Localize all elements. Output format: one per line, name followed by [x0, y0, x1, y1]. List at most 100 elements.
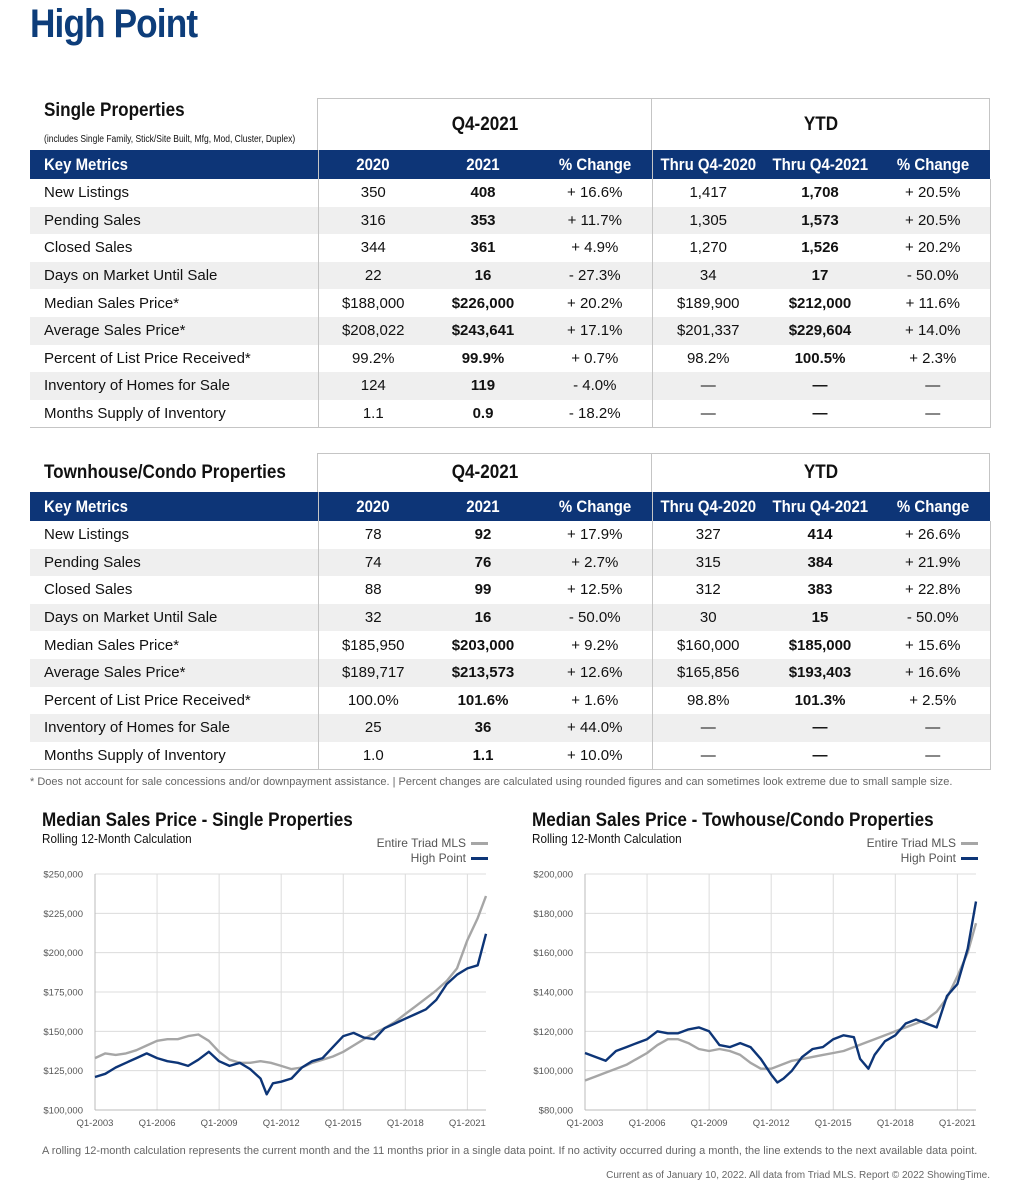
metric-value: - 27.3% — [538, 261, 652, 290]
metric-name: Months Supply of Inventory — [30, 399, 318, 428]
townhouse-properties-table: Key Metrics 2020 2021% Change Thru Q4-2020 T… — [30, 492, 991, 770]
column-header: Thru Q4-2021 — [764, 492, 876, 521]
metric-value: 32 — [317, 603, 428, 632]
metric-value: 99.2% — [317, 344, 428, 373]
metric-value: — — [764, 372, 876, 400]
metric-value: + 20.2% — [567, 294, 623, 312]
column-header: Thru Q4-2021 — [764, 150, 876, 179]
table-row: Closed Sales 344 361 + 4.9% 1,270 1,526 + 20.2… — [30, 234, 991, 262]
y-tick-label: $125,000 — [43, 1066, 83, 1077]
table-row: Pending Sales 316 353 + 11.7% 1,305 1,573 + 20… — [30, 206, 991, 235]
y-tick-label: $200,000 — [533, 870, 573, 881]
y-tick-label: $175,000 — [43, 988, 83, 999]
metric-name: Closed Sales — [44, 239, 133, 257]
page-title: High Point — [30, 2, 198, 46]
section-note: (includes Single Family, Stick/Site Buil… — [44, 134, 296, 145]
metric-value: + 11.6% — [876, 289, 991, 317]
metric-value: 315 — [651, 548, 764, 577]
metric-value: — — [764, 714, 876, 742]
metric-value: + 20.2% — [876, 234, 991, 262]
metric-value: + 21.9% — [876, 548, 991, 577]
column-header: Key Metrics — [30, 150, 318, 179]
single-properties-section: Single Properties (includes Single Famil… — [30, 98, 991, 428]
legend-item-triad: Entire Triad MLS — [867, 836, 978, 850]
metric-value: + 12.5% — [567, 581, 623, 599]
metric-value: 361 — [470, 239, 496, 257]
metric-value: 99.9% — [461, 349, 505, 367]
single-properties-header: Single Properties (includes Single Famil… — [30, 98, 990, 150]
metric-value: $201,337 — [651, 316, 764, 345]
metric-value: — — [876, 399, 991, 428]
legend-item-triad: Entire Triad MLS — [377, 836, 488, 850]
metric-value: 383 — [807, 581, 833, 599]
metric-value: + 11.7% — [538, 206, 652, 235]
townhouse-properties-header: Townhouse/Condo Properties Q4-2021 YTD — [30, 453, 990, 492]
chart-title: Median Sales Price - Towhouse/Condo Prop… — [532, 810, 934, 831]
metric-value: 316 — [317, 206, 428, 235]
footnote: * Does not account for sale concessions … — [30, 776, 953, 788]
metric-value: $189,900 — [651, 289, 764, 317]
y-tick-label: $250,000 — [43, 870, 83, 881]
metric-value: 15 — [764, 603, 876, 632]
column-header: Key Metrics — [30, 492, 318, 521]
metric-value: $189,717 — [317, 658, 428, 687]
y-tick-label: $100,000 — [533, 1066, 573, 1077]
rolling-calc-note: A rolling 12-month calculation represent… — [42, 1145, 978, 1157]
metric-value: 100.5% — [794, 349, 846, 367]
column-header: 2021 — [428, 150, 538, 179]
metric-name: Average Sales Price* — [30, 316, 318, 345]
column-header: Thru Q4-2020 — [651, 150, 764, 179]
metric-value: — — [876, 714, 991, 742]
metric-value: 1.1 — [428, 741, 538, 770]
metric-value: 353 — [428, 206, 538, 235]
series-line-local — [94, 933, 488, 1096]
x-tick-label: Q1-2006 — [629, 1118, 666, 1129]
table-row: Days on Market Until Sale 32 16- 50.0% 30 15… — [30, 603, 991, 632]
metric-value: + 16.6% — [876, 658, 991, 687]
metric-value: 30 — [651, 603, 764, 632]
metric-value: $193,403 — [764, 658, 876, 687]
table-row: Inventory of Homes for Sale 25 36 + 44.0% — —… — [30, 714, 991, 742]
metric-value: $243,641 — [428, 316, 538, 345]
metric-value: 124 — [317, 372, 428, 400]
metric-value: + 10.0% — [538, 741, 652, 770]
metric-name: Pending Sales — [30, 548, 318, 577]
metric-value: 99 — [474, 581, 492, 599]
metric-name: Months Supply of Inventory — [30, 741, 318, 770]
metric-value: + 2.5% — [876, 686, 991, 715]
metric-value: + 17.9% — [567, 526, 623, 544]
y-tick-label: $100,000 — [43, 1106, 83, 1117]
metric-value: — — [764, 741, 876, 770]
metric-value: 88 — [317, 576, 428, 604]
metric-value: 16 — [428, 603, 538, 632]
metric-value: $160,000 — [651, 631, 764, 659]
chart-subtitle: Rolling 12-Month Calculation — [532, 831, 682, 846]
single-properties-table: Key Metrics 2020 2021% Change Thru Q4-2020 T… — [30, 150, 991, 428]
metric-value: + 4.9% — [571, 239, 619, 257]
x-tick-label: Q1-2012 — [263, 1118, 300, 1129]
metric-name: Days on Market Until Sale — [30, 261, 318, 290]
metric-value: — — [876, 741, 991, 770]
metric-name: Percent of List Price Received* — [44, 349, 251, 367]
table-row: Average Sales Price* $208,022 $243,641 + 17… — [30, 316, 991, 345]
metric-name: Median Sales Price* — [44, 636, 180, 654]
metric-value: 92 — [474, 526, 492, 544]
metric-value: 312 — [651, 576, 764, 604]
metric-value: $226,000 — [451, 294, 515, 312]
metric-value: 36 — [428, 714, 538, 742]
table-row: Days on Market Until Sale 22 16- 27.3% 34 17… — [30, 261, 991, 290]
chart-plot: $80,000 $100,000 $120,000 $140,000 $160,000 $… — [533, 870, 978, 1129]
legend-swatch — [471, 856, 488, 860]
x-tick-label: Q1-2018 — [387, 1118, 424, 1129]
x-tick-label: Q1-2003 — [77, 1118, 114, 1129]
table-row: Percent of List Price Received* 99.2% 99.9… — [30, 344, 991, 373]
column-header: 2021 — [428, 492, 538, 521]
metric-name: Days on Market Until Sale — [30, 603, 318, 632]
metric-value: 1,708 — [801, 184, 839, 202]
metric-value: + 12.6% — [538, 658, 652, 687]
metric-name: Closed Sales — [44, 581, 133, 599]
metric-value: 25 — [317, 714, 428, 742]
chart-plot: $100,000 $125,000 $150,000 $175,000 $200,000… — [43, 870, 488, 1129]
metric-value: 344 — [317, 234, 428, 262]
metric-value: 384 — [764, 548, 876, 577]
